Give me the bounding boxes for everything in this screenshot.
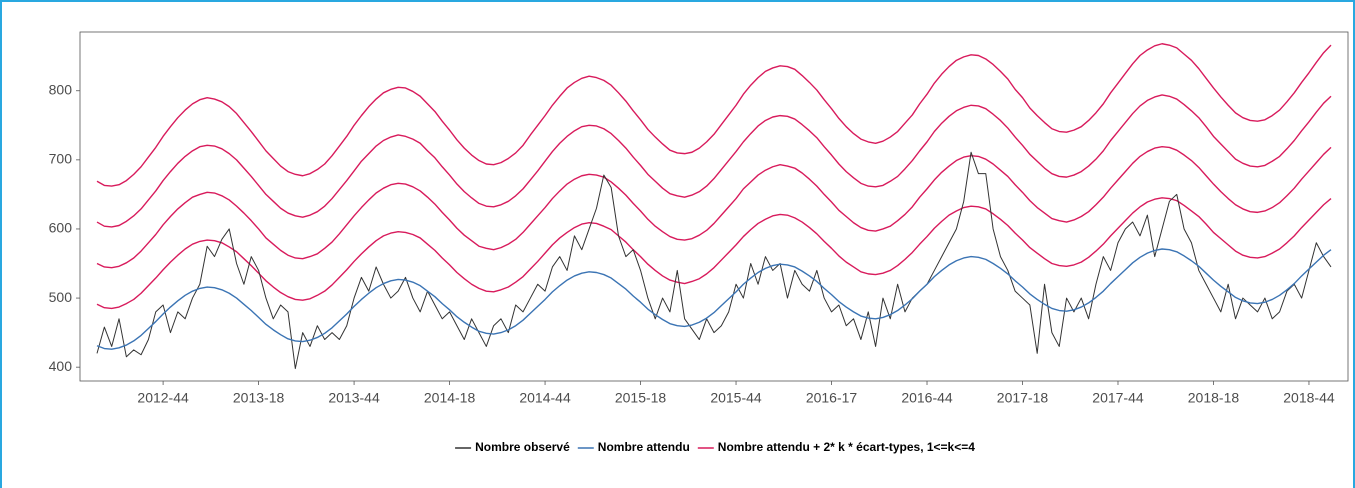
x-tick-label: 2018-44 <box>1283 390 1335 406</box>
legend-label: Nombre attendu + 2* k * écart-types, 1<=… <box>718 440 975 454</box>
x-tick-label: 2016-44 <box>901 390 953 406</box>
x-tick-label: 2018-18 <box>1188 390 1240 406</box>
expected-line <box>96 248 1332 350</box>
band-line <box>96 43 1332 187</box>
band-line <box>96 197 1332 310</box>
legend-label: Nombre attendu <box>598 440 690 454</box>
x-tick-label: 2015-44 <box>710 390 762 406</box>
legend-item: Nombre observé <box>455 440 570 454</box>
plot-area <box>96 43 1332 370</box>
x-tick-label: 2014-44 <box>519 390 571 406</box>
x-tick-label: 2015-18 <box>615 390 667 406</box>
x-tick-label: 2016-17 <box>806 390 858 406</box>
legend-label: Nombre observé <box>475 440 570 454</box>
plot-panel <box>79 31 1349 382</box>
y-tick-label: 700 <box>49 151 73 167</box>
x-tick-label: 2012-44 <box>137 390 189 406</box>
y-tick-label: 400 <box>49 358 73 374</box>
x-tick-label: 2014-18 <box>424 390 476 406</box>
y-tick-label: 600 <box>49 220 73 236</box>
x-tick-label: 2013-18 <box>233 390 285 406</box>
x-tick-label: 2017-44 <box>1092 390 1144 406</box>
observed-line <box>96 151 1332 370</box>
legend-item: Nombre attendu + 2* k * écart-types, 1<=… <box>697 440 975 454</box>
x-tick-label: 2013-44 <box>328 390 380 406</box>
x-tick-label: 2017-18 <box>997 390 1049 406</box>
legend-item: Nombre attendu <box>577 440 690 454</box>
legend: Nombre observé Nombre attendu Nombre atten… <box>455 440 975 454</box>
y-tick-label: 800 <box>49 81 73 97</box>
band-line <box>96 94 1332 228</box>
band-line <box>96 146 1332 269</box>
y-tick-label: 500 <box>49 289 73 305</box>
